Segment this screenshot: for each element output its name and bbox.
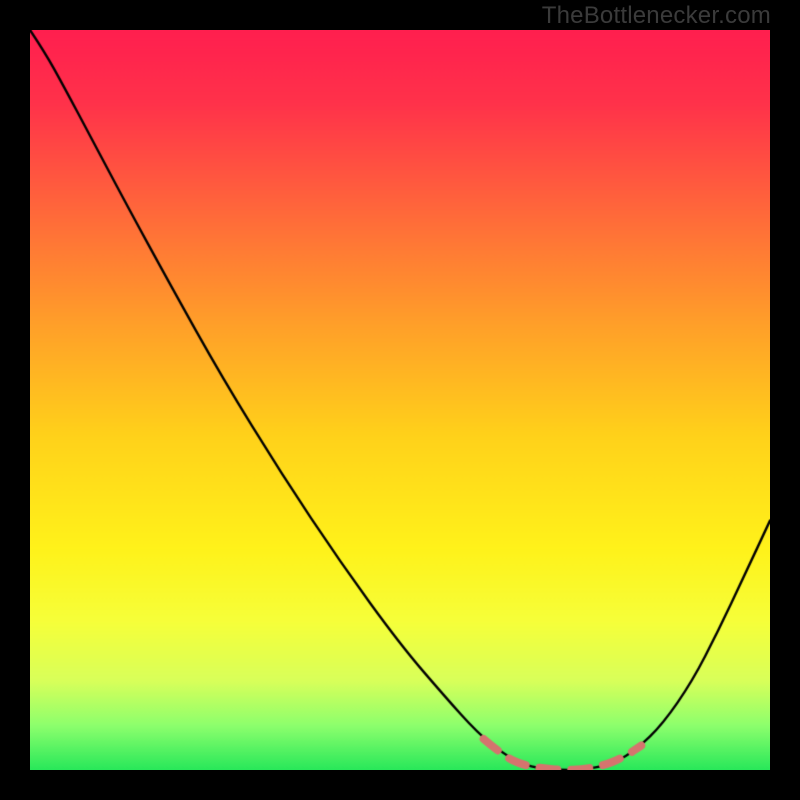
watermark-label: TheBottlenecker.com	[542, 4, 771, 28]
plot-area	[30, 30, 770, 770]
chart-stage: TheBottlenecker.com	[0, 0, 800, 800]
bottleneck-curve	[30, 30, 770, 770]
